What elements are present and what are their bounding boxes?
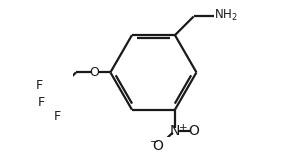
Text: O: O: [188, 124, 199, 138]
Text: F: F: [37, 96, 44, 109]
Text: −: −: [150, 137, 158, 147]
Text: NH$_2$: NH$_2$: [214, 8, 238, 23]
Text: +: +: [179, 123, 188, 133]
Text: O: O: [152, 138, 163, 152]
Text: F: F: [54, 110, 61, 123]
Text: F: F: [36, 79, 43, 92]
Text: O: O: [90, 66, 100, 79]
Text: N: N: [170, 124, 180, 138]
